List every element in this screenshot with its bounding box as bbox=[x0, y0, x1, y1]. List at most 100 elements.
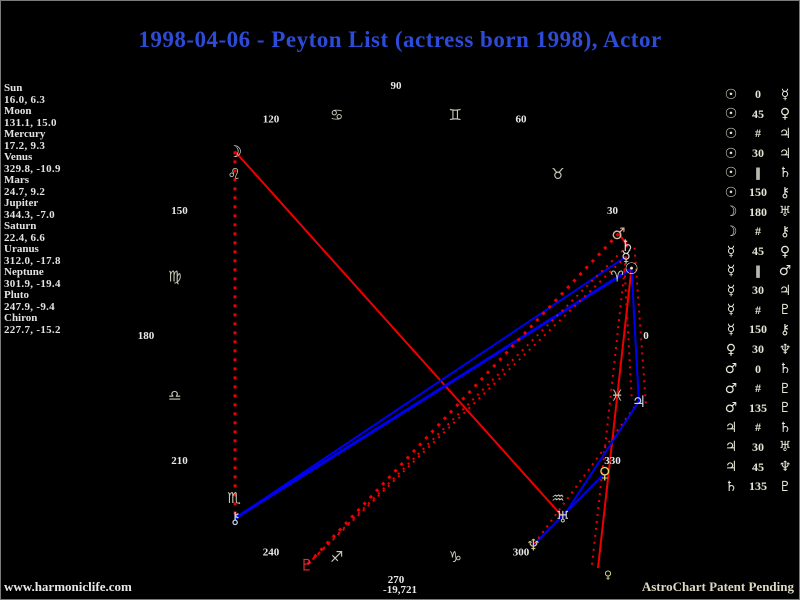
aspect-row-sun-jupiter: ☉ # ♃ bbox=[722, 124, 794, 144]
tick-label-240: 240 bbox=[263, 547, 280, 559]
neptune-glyph-icon: ♆ bbox=[526, 535, 540, 554]
saturn-icon: ♄ bbox=[724, 478, 738, 495]
aspect-row-mars-saturn: ♂ 0 ♄ bbox=[722, 359, 794, 379]
pluto-icon: ♇ bbox=[778, 400, 792, 417]
aspect-row-sun-venus: ☉ 45 ♀ bbox=[722, 105, 794, 125]
leo-sign-icon: ♌ bbox=[227, 165, 240, 183]
aspect-row-mars-pluto: ♂ 135 ♇ bbox=[722, 399, 794, 419]
tick-label-90: 90 bbox=[391, 80, 403, 92]
uranus-icon: ♅ bbox=[778, 439, 792, 456]
aspect-row-venus-neptune: ♀ 30 ♆ bbox=[722, 340, 794, 360]
uranus-icon: ♅ bbox=[778, 204, 792, 221]
planet-name-mercury: Mercury bbox=[4, 128, 46, 140]
website-link[interactable]: www.harmoniclife.com bbox=[4, 579, 132, 594]
aspect-symbol: # bbox=[755, 420, 761, 435]
aspect-line-sun-jupiter bbox=[623, 268, 633, 402]
aspect-row-sun-chiron: ☉ 150 ⚷ bbox=[722, 183, 794, 203]
tick-label-30: 30 bbox=[607, 205, 619, 217]
aspect-list: ☉ 0 ☿ ☉ 45 ♀ ☉ # ♃ ☉ 30 ♃ ☉ ∥ ♄ ☉ 150 ⚷ ☽ 180 ♅ ☽ # ⚷ ☿ 45 ♀ ☿ ∥ ♂ ☿ 30… bbox=[722, 85, 794, 496]
capricorn-sign-icon: ♑ bbox=[449, 548, 462, 566]
venus-glyph-icon: ♀ bbox=[599, 464, 611, 483]
planet-name-uranus: Uranus bbox=[4, 243, 39, 255]
virgo-sign-icon: ♍ bbox=[168, 268, 181, 286]
aspect-line-mars-pluto bbox=[305, 232, 620, 567]
mercury-icon: ☿ bbox=[726, 282, 736, 299]
overflow-venus-icon: ♀ bbox=[604, 569, 612, 582]
aspect-symbol: 150 bbox=[749, 185, 767, 200]
aries-sign-icon: ♈ bbox=[610, 268, 623, 286]
pluto-icon: ♇ bbox=[778, 478, 792, 495]
aspect-symbol: ∥ bbox=[755, 165, 761, 180]
scorpio-sign-icon: ♏ bbox=[227, 489, 241, 507]
planet-name-chiron: Chiron bbox=[4, 312, 38, 324]
tick-label-330: 330 bbox=[604, 455, 621, 467]
planet-values-saturn: 22.4, 6.6 bbox=[4, 231, 46, 244]
aspect-symbol: 30 bbox=[752, 439, 764, 454]
aspect-row-mercury-jupiter: ☿ 30 ♃ bbox=[722, 281, 794, 301]
aspect-line-mars-saturn bbox=[617, 233, 629, 247]
aspect-row-mercury-pluto: ☿ # ♇ bbox=[722, 301, 794, 321]
aspect-row-jupiter-uranus: ♃ 30 ♅ bbox=[722, 438, 794, 458]
aspect-symbol: 45 bbox=[752, 459, 764, 474]
sun-glyph-icon: ☉ bbox=[624, 259, 638, 278]
mars-icon: ♂ bbox=[724, 361, 738, 378]
aspect-line-chiron-sun bbox=[234, 267, 633, 520]
aspect-symbol: 135 bbox=[749, 400, 767, 415]
jupiter-icon: ♃ bbox=[724, 419, 738, 436]
venus-icon: ♀ bbox=[779, 243, 791, 260]
pluto-glyph-icon: ♇ bbox=[300, 555, 314, 574]
saturn-icon: ♄ bbox=[778, 165, 792, 182]
aspect-symbol: # bbox=[755, 224, 761, 239]
aspect-symbol: # bbox=[755, 302, 761, 317]
planet-values-uranus: 312.0, -17.8 bbox=[4, 254, 61, 267]
chiron-icon: ⚷ bbox=[779, 321, 791, 338]
aspect-symbol: 30 bbox=[752, 342, 764, 357]
aspect-line-jupiter-neptune bbox=[532, 400, 640, 546]
pluto-icon: ♇ bbox=[778, 380, 792, 397]
mars-icon: ♂ bbox=[724, 380, 738, 397]
aspect-symbol: 0 bbox=[755, 87, 761, 102]
aspect-symbol: 30 bbox=[752, 146, 764, 161]
aspect-line-moon-uranus bbox=[234, 150, 564, 518]
sagittarius-sign-icon: ♐ bbox=[330, 548, 343, 566]
aspect-symbol: ∥ bbox=[755, 263, 761, 278]
aspect-symbol: 135 bbox=[749, 479, 767, 494]
planet-name-neptune: Neptune bbox=[4, 266, 44, 278]
aspect-row-mercury-venus: ☿ 45 ♀ bbox=[722, 242, 794, 262]
planet-name-venus: Venus bbox=[4, 151, 33, 163]
planet-values-mercury: 17.2, 9.3 bbox=[4, 139, 46, 152]
aspect-symbol: 45 bbox=[752, 244, 764, 259]
aspect-row-mars-pluto: ♂ # ♇ bbox=[722, 379, 794, 399]
planet-name-jupiter: Jupiter bbox=[4, 197, 39, 209]
jupiter-icon: ♃ bbox=[778, 125, 792, 142]
aspect-row-jupiter-saturn: ♃ # ♄ bbox=[722, 418, 794, 438]
mercury-icon: ☿ bbox=[726, 321, 736, 338]
moon-icon: ☽ bbox=[724, 223, 738, 240]
aspect-row-sun-mercury: ☉ 0 ☿ bbox=[722, 85, 794, 105]
tick-label-120: 120 bbox=[263, 113, 280, 125]
planet-name-mars: Mars bbox=[4, 174, 30, 186]
chiron-glyph-icon: ⚷ bbox=[229, 509, 241, 528]
uranus-glyph-icon: ♅ bbox=[556, 508, 570, 527]
planet-position-list: Sun 16.0, 6.3 Moon 131.1, 15.0 Mercury 17.2, … bbox=[4, 82, 114, 336]
saturn-icon: ♄ bbox=[778, 361, 792, 378]
libra-sign-icon: ♎ bbox=[168, 386, 181, 404]
aspect-line-sun-jupiter bbox=[630, 268, 640, 402]
patent-pending-label: AstroChart Patent Pending bbox=[641, 579, 794, 594]
chart-id-value: -19,721 bbox=[383, 584, 417, 596]
taurus-sign-icon: ♉ bbox=[551, 165, 564, 183]
planet-values-mars: 24.7, 9.2 bbox=[4, 185, 46, 198]
jupiter-icon: ♃ bbox=[724, 459, 738, 476]
planet-name-pluto: Pluto bbox=[4, 289, 30, 301]
sun-icon: ☉ bbox=[724, 86, 738, 103]
gemini-sign-icon: ♊ bbox=[449, 106, 462, 124]
page-title: 1998-04-06 - Peyton List (actress born 1… bbox=[138, 27, 662, 52]
jupiter-icon: ♃ bbox=[724, 439, 738, 456]
mercury-icon: ☿ bbox=[780, 86, 790, 103]
planet-name-sun: Sun bbox=[4, 82, 23, 94]
saturn-icon: ♄ bbox=[778, 419, 792, 436]
pluto-icon: ♇ bbox=[778, 302, 792, 319]
mercury-icon: ☿ bbox=[726, 302, 736, 319]
planet-values-moon: 131.1, 15.0 bbox=[4, 116, 57, 129]
